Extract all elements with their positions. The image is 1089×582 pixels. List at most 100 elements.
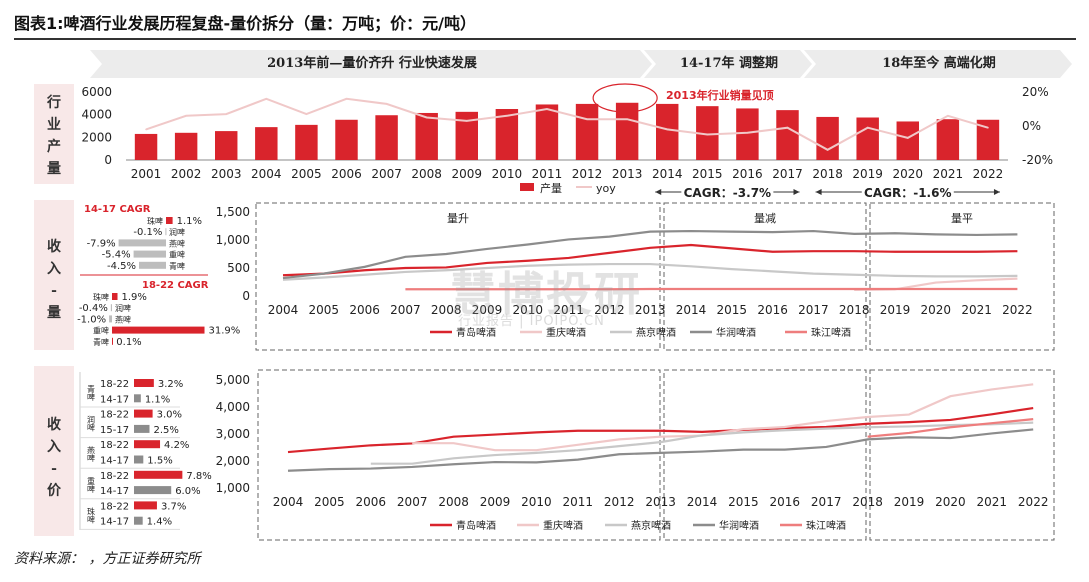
legend-label-volume: 燕京啤酒 (636, 326, 676, 339)
point-yoy (185, 115, 187, 117)
point-yoy (706, 133, 709, 136)
x-tick-label: 2021 (961, 303, 992, 317)
price-table-bar (134, 516, 143, 525)
x-tick-label: 2009 (480, 495, 511, 509)
line-volume-华润啤酒 (282, 229, 1018, 280)
point-yoy (425, 116, 428, 119)
y2-tick-label: 0% (1022, 119, 1041, 133)
period-label-volume: 量升 (447, 212, 469, 225)
line-price-青岛啤酒 (287, 406, 1034, 454)
cagr-arrow-2-label: CAGR：-1.6% (864, 186, 951, 200)
price-table-bar (134, 394, 141, 403)
price-table-period: 15-17 (100, 425, 129, 436)
y-tick-label: 6000 (81, 85, 112, 99)
bar-output (656, 103, 679, 160)
section-label-char: 量 (47, 161, 61, 177)
price-table-period: 18-22 (100, 471, 129, 482)
x-tick-label: 2015 (728, 495, 759, 509)
legend-label-price: 珠江啤酒 (806, 519, 846, 532)
section-label-char: 入 (47, 261, 61, 277)
cagr-arrow-2-head-right (993, 189, 1000, 195)
legend-label-volume: 青岛啤酒 (456, 326, 496, 339)
price-table-bar (134, 424, 150, 433)
price-table-bar (134, 440, 161, 449)
x-tick-label: 2017 (811, 495, 842, 509)
line-price-重庆啤酒 (412, 383, 1034, 452)
y-tick-label: 5,000 (216, 373, 250, 387)
bar-output (816, 116, 839, 160)
point-yoy (786, 126, 789, 129)
price-table-period: 14-17 (100, 486, 129, 497)
price-table-bar (134, 379, 154, 387)
cagr-arrow-1-label-bg (681, 183, 774, 200)
cagr-14-17-row-value: -0.1% (133, 227, 162, 238)
x-tick-label: 2021 (977, 495, 1008, 509)
x-tick-label: 2008 (431, 303, 462, 317)
cagr-arrow-1-head-left (655, 189, 662, 195)
period-label-volume: 量平 (951, 212, 973, 225)
x-tick-label: 2016 (770, 495, 801, 509)
x-tick-label: 2010 (492, 167, 523, 181)
legend-label-price: 重庆啤酒 (543, 519, 583, 532)
bar-output (896, 121, 919, 160)
section-box-revenue-price (34, 366, 74, 536)
x-tick-label: 2015 (692, 167, 723, 181)
cagr-arrow-2-label-bg (861, 183, 954, 200)
cagr-14-17-bar (139, 261, 166, 269)
cagr-18-22-bar (112, 326, 205, 334)
price-table-value: 1.1% (145, 394, 170, 405)
x-tick-label: 2018 (812, 167, 843, 181)
point-yoy (305, 113, 308, 115)
section-label-char: 量 (47, 305, 61, 321)
bar-output (535, 104, 559, 160)
price-table-period: 14-17 (100, 394, 129, 405)
bar-output (776, 110, 799, 160)
price-table-value: 2.5% (154, 425, 179, 436)
x-tick-label: 2009 (472, 303, 503, 317)
x-tick-label: 2004 (251, 167, 282, 181)
cagr-arrow-1-head-right (793, 189, 800, 195)
x-tick-label: 2007 (390, 303, 421, 317)
price-table-value: 6.0% (175, 486, 200, 497)
x-tick-label: 2007 (371, 167, 402, 181)
x-tick-label: 2022 (1002, 303, 1033, 317)
section-label-char: 业 (47, 117, 61, 133)
x-tick-label: 2008 (438, 495, 469, 509)
point-yoy (666, 128, 669, 131)
y-tick-label: 4,000 (216, 400, 250, 414)
price-table-value: 3.7% (161, 501, 186, 512)
cagr-18-22-row-value: -1.0% (77, 314, 106, 325)
bar-output (415, 112, 438, 160)
point-yoy (506, 115, 508, 117)
y-tick-label: 1,000 (216, 233, 250, 247)
period-box-price (663, 369, 867, 541)
legend-label-volume: 珠江啤酒 (811, 326, 851, 339)
cagr-18-22-row-name: 珠啤 (93, 292, 109, 302)
period-label-volume: 量减 (754, 212, 776, 225)
cagr-14-17-row-value: -7.9% (87, 238, 116, 249)
price-table-value: 3.0% (157, 410, 182, 421)
x-tick-label: 2010 (513, 303, 544, 317)
bar-output (455, 111, 478, 160)
section-label-revenue-price: 收入 - 价 (34, 414, 74, 502)
line-volume-青岛啤酒 (282, 243, 1018, 277)
x-tick-label: 2006 (331, 167, 362, 181)
annotation-text: 2013年行业销量见顶 (666, 88, 774, 102)
x-tick-label: 2008 (411, 167, 442, 181)
y-tick-label: 4000 (81, 108, 112, 122)
x-tick-label: 2019 (894, 495, 925, 509)
price-table-company: 燕啤 (87, 445, 96, 463)
price-table-value: 1.5% (147, 456, 172, 467)
point-yoy (947, 115, 949, 117)
point-yoy (866, 126, 869, 129)
figure-title: 图表1:啤酒行业发展历程复盘-量价拆分（量：万吨；价：元/吨） (14, 14, 477, 33)
x-tick-label: 2004 (268, 303, 299, 317)
y-tick-label: 2000 (81, 130, 112, 144)
x-tick-label: 2016 (732, 167, 763, 181)
cagr-14-17-row-name: 珠啤 (147, 216, 163, 226)
cagr-14-17-row-name: 燕啤 (169, 238, 185, 248)
line-price-华润啤酒 (287, 428, 1034, 472)
price-table-company: 重啤 (87, 476, 96, 494)
watermark: 慧博投研 (450, 267, 642, 321)
cagr-14-17-bar (133, 250, 166, 258)
